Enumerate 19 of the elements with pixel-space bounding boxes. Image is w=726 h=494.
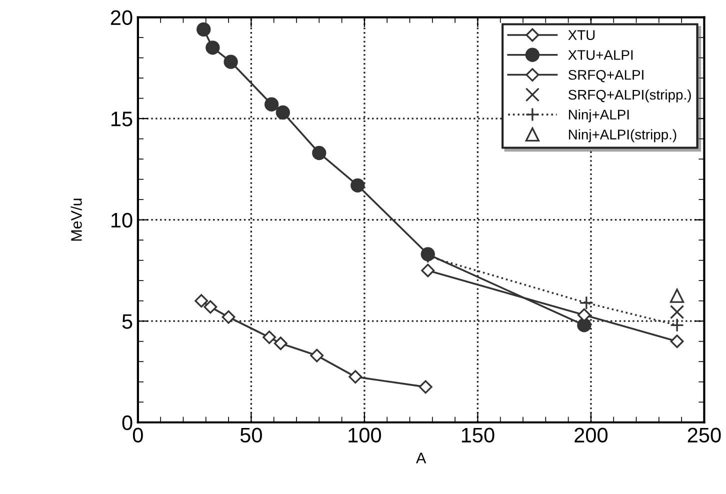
- x-tick-label: 100: [348, 428, 382, 443]
- legend-label: SRFQ+ALPI: [568, 70, 644, 82]
- y-tick-label: 5: [122, 314, 132, 329]
- x-tick-label: 50: [240, 428, 262, 443]
- y-axis-title: MeV/u: [70, 198, 82, 241]
- legend-label: Ninj+ALPI(stripp.): [568, 129, 676, 142]
- x-axis-title: A: [416, 452, 426, 464]
- x-tick-label: 250: [688, 428, 721, 443]
- legend-label: XTU+ALPI: [568, 50, 633, 60]
- y-tick-label: 20: [110, 10, 132, 26]
- x-tick-label: 0: [132, 428, 143, 443]
- legend-label: Ninj+ALPI: [568, 109, 629, 122]
- legend-label: SRFQ+ALPI(stripp.): [568, 89, 691, 102]
- x-tick-label: 150: [462, 428, 494, 443]
- x-tick-label: 200: [574, 428, 608, 443]
- y-tick-label: 15: [111, 112, 132, 126]
- y-tick-label: 0: [122, 415, 132, 430]
- legend-label: XTU: [568, 30, 595, 40]
- y-tick-label: 10: [111, 212, 132, 228]
